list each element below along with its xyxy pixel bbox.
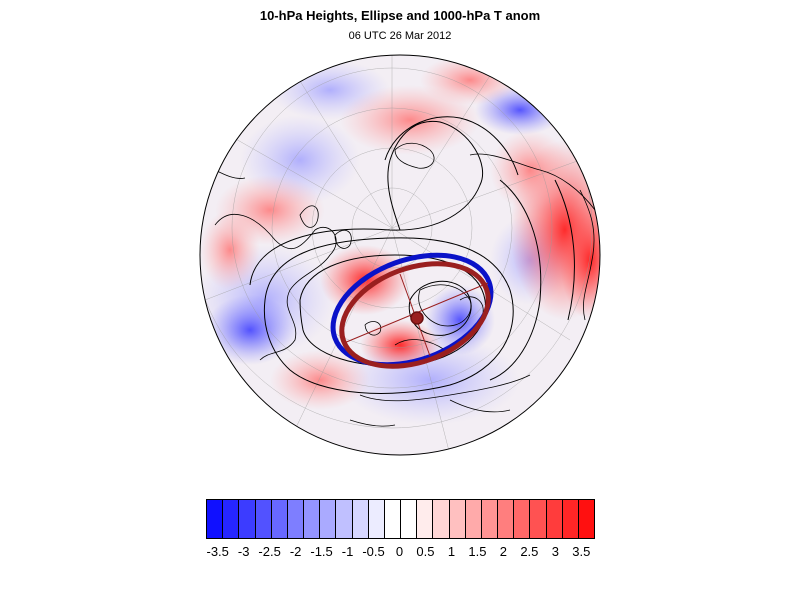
ellipse-center-marker	[410, 311, 424, 325]
colorbar-bin	[481, 500, 499, 538]
colorbar-bin	[223, 500, 240, 538]
colorbar-bin	[514, 500, 531, 538]
ellipse-blue	[330, 252, 494, 368]
colorbar-bin	[546, 500, 563, 538]
colorbar-bin	[433, 500, 450, 538]
colorbar-bin	[239, 500, 256, 538]
colorbar-bin	[287, 500, 305, 538]
colorbar-tick-label: -1.5	[310, 544, 333, 559]
globe-outline	[199, 54, 601, 456]
temperature-colorbar	[206, 499, 595, 539]
colorbar-tick-label: -3	[237, 544, 250, 559]
colorbar-tick-label: -2.5	[258, 544, 281, 559]
colorbar-tick-label: 2.5	[520, 544, 539, 559]
map-subtitle: 06 UTC 26 Mar 2012	[348, 30, 452, 42]
colorbar-tick-label: -1	[341, 544, 354, 559]
colorbar-bin	[465, 500, 482, 538]
colorbar-bin	[401, 500, 418, 538]
colorbar-bin	[562, 500, 579, 538]
colorbar-bin	[368, 500, 385, 538]
colorbar-tick-label: -0.5	[362, 544, 385, 559]
colorbar-bin	[271, 500, 288, 538]
colorbar-tick-label: 3.5	[572, 544, 591, 559]
colorbar-tick-label: 0	[395, 544, 404, 559]
colorbar-bin	[320, 500, 337, 538]
height-contours	[249, 116, 575, 394]
colorbar-bin	[255, 500, 272, 538]
colorbar-bin	[530, 500, 547, 538]
colorbar-tick-label: 1	[447, 544, 456, 559]
colorbar-tick-label: -2	[289, 544, 302, 559]
colorbar-bin	[352, 500, 369, 538]
colorbar-bin	[417, 500, 434, 538]
colorbar-tick-label: 2	[499, 544, 508, 559]
colorbar-tick-label: 3	[551, 544, 559, 559]
colorbar-tick-label: -3.5	[206, 544, 229, 559]
colorbar-bin	[578, 500, 595, 538]
colorbar-tick-label: 0.5	[416, 544, 435, 559]
ellipse-red	[339, 261, 491, 369]
colorbar-bin	[207, 500, 224, 538]
vortex-ellipses	[330, 252, 494, 369]
colorbar-bin	[304, 500, 321, 538]
colorbar-bin	[336, 500, 353, 538]
map-title: 10-hPa Heights, Ellipse and 1000-hPa T a…	[259, 8, 541, 23]
colorbar-bin	[449, 500, 466, 538]
colorbar-tick-label: 1.5	[468, 544, 487, 559]
coastlines	[214, 142, 596, 427]
colorbar-bin	[498, 500, 515, 538]
colorbar-bin	[384, 500, 402, 538]
